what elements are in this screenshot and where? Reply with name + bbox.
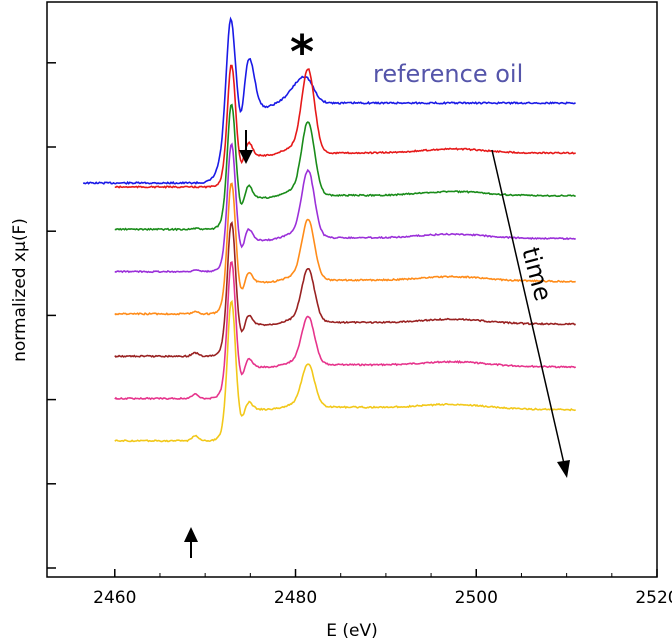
series-line-6 bbox=[114, 220, 576, 358]
series-line-8 bbox=[114, 299, 577, 443]
time-arrow-head bbox=[557, 460, 570, 478]
series-line-3 bbox=[114, 103, 576, 232]
x-axis-title: E (eV) bbox=[326, 621, 378, 641]
plot-frame bbox=[46, 1, 658, 578]
x-tick-label: 2460 bbox=[93, 588, 136, 608]
series-group bbox=[82, 16, 577, 443]
y-axis-title: normalized xμ(F) bbox=[10, 218, 30, 362]
time-label: time bbox=[516, 244, 557, 304]
x-tick-label: 2520 bbox=[635, 588, 672, 608]
x-tick-label: 2480 bbox=[274, 588, 317, 608]
annotations: reference oil * time bbox=[184, 25, 570, 558]
series-line-2 bbox=[114, 64, 576, 189]
x-ticks: 2460 2480 2500 2520 bbox=[93, 569, 672, 608]
series-line-7 bbox=[114, 261, 577, 401]
x-tick-label: 2500 bbox=[455, 588, 498, 608]
time-arrow-shaft bbox=[491, 149, 566, 469]
series-line-4 bbox=[114, 142, 576, 274]
up-arrow-head bbox=[184, 527, 198, 542]
series-line-5 bbox=[114, 182, 576, 316]
star-marker: * bbox=[290, 25, 314, 79]
reference-oil-label: reference oil bbox=[373, 60, 523, 88]
down-arrow-head bbox=[239, 150, 253, 164]
y-ticks bbox=[47, 62, 56, 569]
series-line-1 bbox=[82, 16, 576, 185]
